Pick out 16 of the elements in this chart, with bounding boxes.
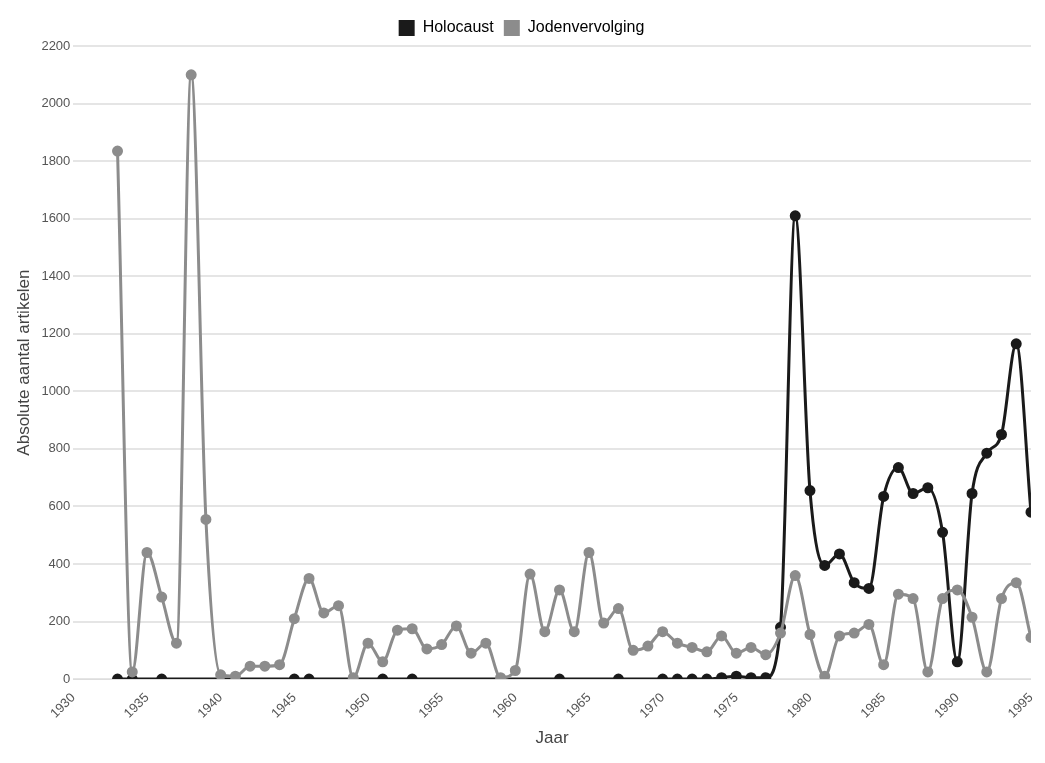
y-tick-label: 1400 bbox=[41, 267, 71, 283]
legend-label: Holocaust bbox=[422, 18, 495, 36]
x-axis-title: Jaar bbox=[535, 728, 570, 748]
y-tick-label: 1000 bbox=[41, 382, 71, 398]
y-tick-label: 400 bbox=[48, 555, 71, 571]
y-tick-label: 0 bbox=[63, 670, 71, 686]
y-tick-label: 800 bbox=[48, 440, 71, 456]
y-tick-label: 2200 bbox=[41, 37, 71, 53]
y-tick-label: 1800 bbox=[41, 152, 71, 168]
legend-label: Jodenvervolging bbox=[527, 18, 645, 36]
y-tick-label: 1200 bbox=[41, 325, 71, 341]
y-tick-label: 200 bbox=[48, 613, 71, 629]
y-axis-title: Absolute aantal artikelen bbox=[13, 269, 33, 456]
y-tick-label: 600 bbox=[48, 498, 71, 514]
y-tick-label: 1600 bbox=[41, 210, 71, 226]
y-tick-label: 2000 bbox=[41, 95, 71, 111]
